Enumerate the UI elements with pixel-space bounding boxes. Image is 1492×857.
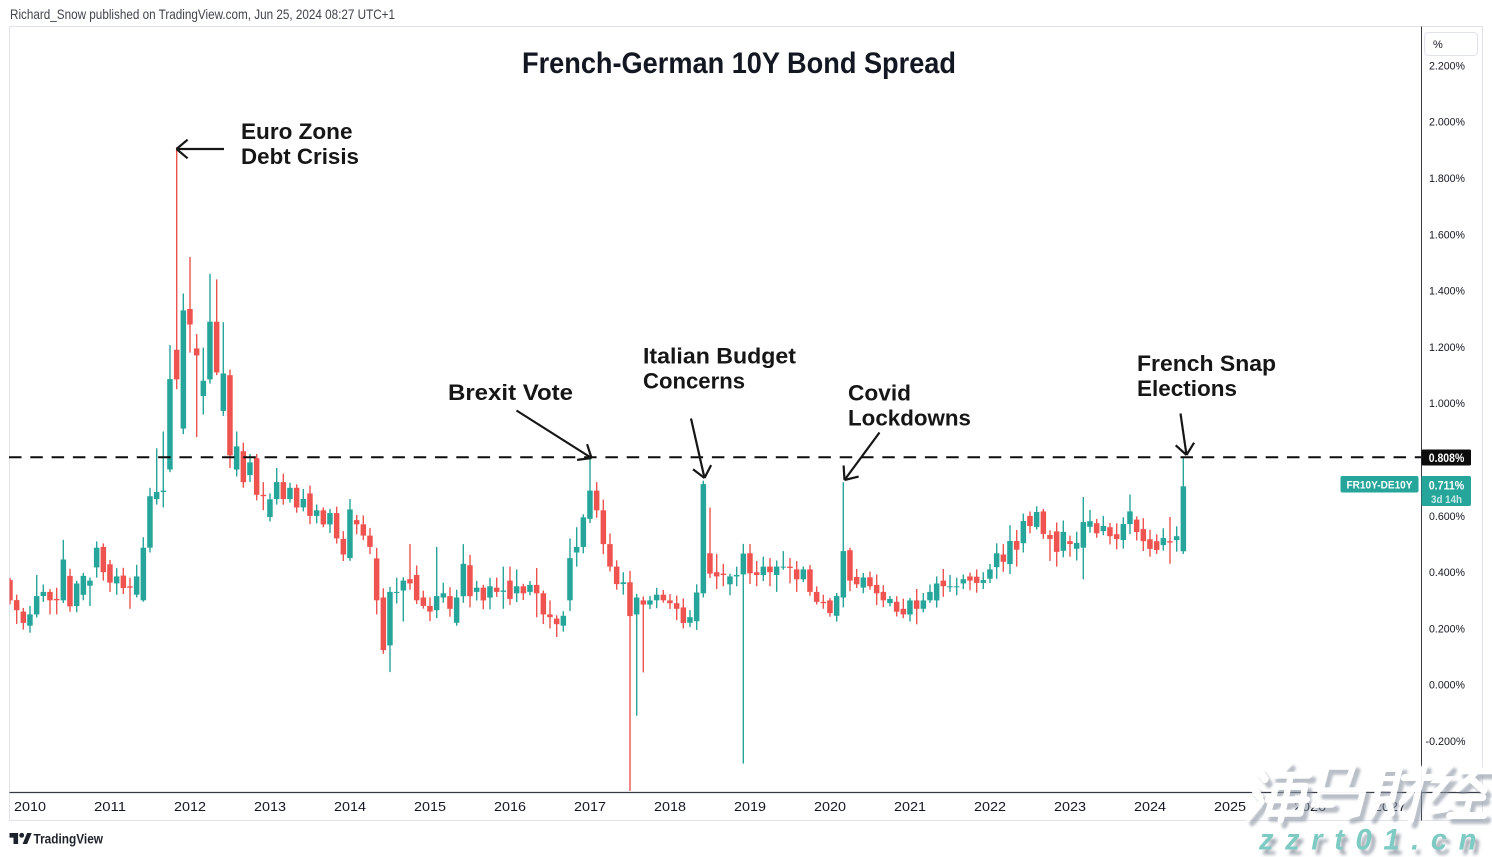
svg-text:2017: 2017 — [574, 799, 606, 814]
svg-text:1.200%: 1.200% — [1429, 342, 1465, 354]
svg-text:2010: 2010 — [14, 799, 46, 814]
svg-text:2021: 2021 — [894, 799, 926, 814]
svg-text:2025: 2025 — [1214, 799, 1246, 814]
svg-text:Covid: Covid — [848, 380, 911, 405]
svg-text:2019: 2019 — [734, 799, 766, 814]
svg-text:2013: 2013 — [254, 799, 286, 814]
svg-text:3d 14h: 3d 14h — [1431, 494, 1462, 506]
svg-text:Concerns: Concerns — [643, 369, 745, 394]
svg-text:2.000%: 2.000% — [1429, 117, 1465, 129]
svg-text:0.808%: 0.808% — [1429, 451, 1465, 465]
svg-text:French-German 10Y Bond Spread: French-German 10Y Bond Spread — [522, 47, 956, 80]
svg-text:2022: 2022 — [974, 799, 1006, 814]
svg-text:2012: 2012 — [174, 799, 206, 814]
svg-text:1.600%: 1.600% — [1429, 229, 1465, 241]
svg-text:2023: 2023 — [1054, 799, 1086, 814]
svg-text:2015: 2015 — [414, 799, 446, 814]
svg-text:Brexit Vote: Brexit Vote — [448, 380, 573, 405]
svg-text:FR10Y-DE10Y: FR10Y-DE10Y — [1347, 480, 1414, 492]
svg-text:Richard_Snow published on Trad: Richard_Snow published on TradingView.co… — [10, 6, 395, 22]
svg-text:2011: 2011 — [94, 799, 126, 814]
svg-text:Debt Crisis: Debt Crisis — [241, 144, 359, 169]
svg-text:-0.200%: -0.200% — [1426, 736, 1466, 748]
svg-text:0.711%: 0.711% — [1429, 478, 1465, 492]
svg-text:1.800%: 1.800% — [1429, 173, 1465, 185]
svg-text:0.600%: 0.600% — [1429, 511, 1465, 523]
svg-text:2020: 2020 — [814, 799, 846, 814]
svg-text:zzrt01.cn: zzrt01.cn — [1258, 824, 1488, 857]
svg-text:Lockdowns: Lockdowns — [848, 406, 971, 431]
svg-text:0.000%: 0.000% — [1429, 680, 1465, 692]
svg-text:1.400%: 1.400% — [1429, 286, 1465, 298]
svg-text:2018: 2018 — [654, 799, 686, 814]
svg-text:%: % — [1433, 39, 1443, 51]
svg-text:TradingView: TradingView — [34, 832, 104, 847]
svg-text:0.200%: 0.200% — [1429, 623, 1465, 635]
svg-text:French Snap: French Snap — [1137, 351, 1276, 376]
svg-text:Elections: Elections — [1137, 376, 1237, 401]
svg-text:Euro Zone: Euro Zone — [241, 119, 353, 144]
svg-text:2014: 2014 — [334, 799, 366, 814]
svg-text:2016: 2016 — [494, 799, 526, 814]
svg-text:1.000%: 1.000% — [1429, 398, 1465, 410]
svg-text:0.400%: 0.400% — [1429, 567, 1465, 579]
svg-text:Italian Budget: Italian Budget — [643, 343, 797, 368]
svg-text:2.200%: 2.200% — [1429, 60, 1465, 72]
svg-text:2024: 2024 — [1134, 799, 1166, 814]
